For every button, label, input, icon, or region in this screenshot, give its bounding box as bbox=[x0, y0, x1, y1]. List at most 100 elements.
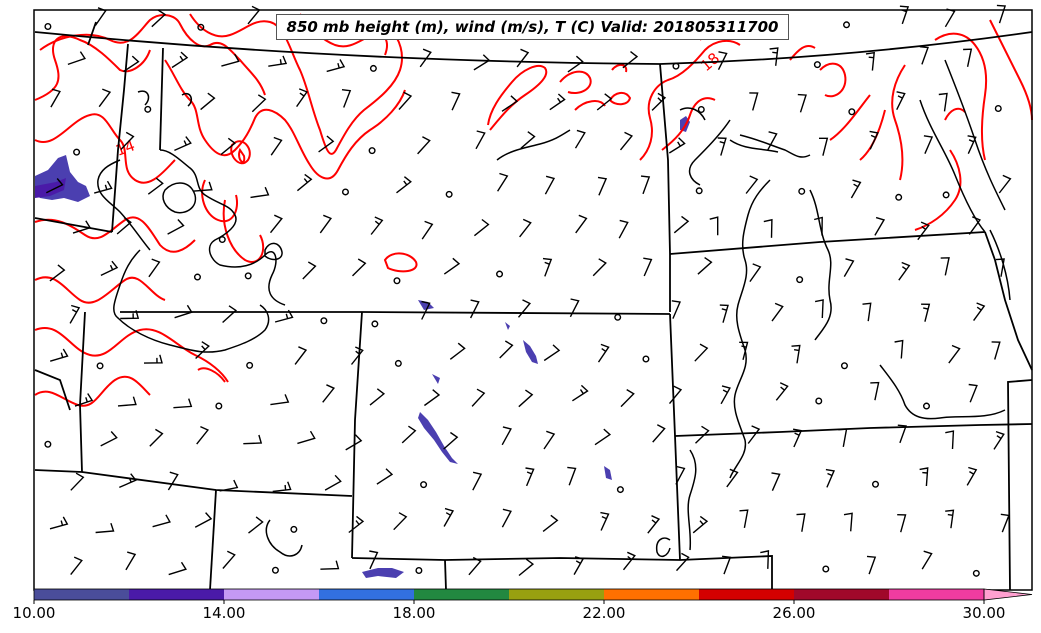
calm-wind-circle bbox=[871, 480, 879, 488]
wind-barb bbox=[543, 430, 556, 450]
wind-barb bbox=[940, 257, 950, 276]
wind-barb bbox=[814, 216, 823, 236]
wind-barb bbox=[501, 95, 519, 112]
colorbar-segment bbox=[319, 589, 414, 600]
wind-barb bbox=[791, 344, 801, 364]
wind-barb bbox=[222, 550, 236, 569]
wind-barb bbox=[797, 93, 807, 113]
wind-barb bbox=[567, 466, 577, 486]
calm-wind-circle bbox=[197, 23, 205, 31]
calm-wind-circle bbox=[445, 190, 453, 198]
colorbar-segment bbox=[224, 589, 319, 600]
wind-barb bbox=[341, 89, 352, 108]
wind-barb bbox=[865, 51, 875, 71]
wind-barb bbox=[269, 214, 283, 234]
wind-barb bbox=[167, 219, 185, 235]
state-boundaries bbox=[34, 21, 1033, 591]
wind-barb bbox=[722, 555, 732, 575]
calm-wind-circle bbox=[972, 569, 980, 577]
wind-barb bbox=[894, 339, 904, 359]
wind-barb bbox=[272, 481, 292, 493]
colorbar-segment bbox=[34, 589, 129, 600]
wind-barb bbox=[49, 264, 66, 282]
wind-barb bbox=[322, 384, 336, 403]
calm-wind-circle bbox=[215, 402, 223, 410]
wind-barb bbox=[220, 137, 237, 156]
calm-wind-circle bbox=[341, 188, 349, 196]
calm-wind-circle bbox=[44, 22, 52, 30]
wind-barb bbox=[968, 216, 981, 235]
wind-barb bbox=[966, 466, 978, 486]
wind-barb bbox=[692, 515, 709, 534]
wind-barb bbox=[116, 216, 132, 235]
wind-barb bbox=[720, 385, 731, 405]
wind-barb bbox=[542, 257, 553, 277]
wind-barb bbox=[518, 558, 535, 577]
colorbar bbox=[33, 588, 1033, 604]
wind-barb bbox=[819, 137, 829, 156]
wind-barb bbox=[417, 136, 431, 155]
wind-barb bbox=[622, 51, 639, 69]
wind-barb bbox=[897, 424, 907, 444]
wind-barb bbox=[421, 300, 431, 320]
wind-barb bbox=[618, 219, 629, 239]
wind-barb bbox=[668, 385, 683, 405]
wind-barb bbox=[302, 261, 317, 280]
wind-barb bbox=[796, 513, 806, 532]
calm-wind-circle bbox=[813, 61, 821, 69]
wind-barb bbox=[294, 346, 308, 365]
calm-wind-circle bbox=[796, 276, 804, 284]
wind-barb bbox=[544, 175, 556, 195]
wind-barb bbox=[897, 514, 907, 533]
wind-barb bbox=[352, 258, 367, 277]
calm-wind-circle bbox=[368, 147, 376, 155]
wind-barb bbox=[726, 468, 739, 488]
wind-barb bbox=[694, 343, 709, 362]
wind-barb bbox=[318, 135, 335, 153]
wind-barb bbox=[501, 426, 512, 446]
wind-barb bbox=[147, 177, 164, 195]
wind-barb bbox=[996, 4, 1007, 24]
wind-barb bbox=[94, 180, 113, 194]
wind-barb bbox=[769, 47, 779, 66]
wind-barb bbox=[760, 550, 770, 569]
wind-barb bbox=[745, 175, 759, 194]
wind-barb bbox=[222, 305, 238, 324]
calm-wind-circle bbox=[415, 567, 423, 575]
wind-barb bbox=[991, 341, 1001, 360]
wind-barb bbox=[917, 221, 930, 241]
wind-barb bbox=[270, 394, 290, 406]
calm-wind-circle bbox=[697, 106, 705, 114]
wind-barb bbox=[98, 88, 112, 108]
wind-barb bbox=[193, 181, 213, 192]
wind-barb bbox=[471, 388, 486, 407]
wind-barb bbox=[719, 304, 729, 323]
wind-barb bbox=[594, 428, 612, 446]
wind-barb bbox=[675, 552, 690, 572]
wind-barb bbox=[597, 176, 608, 196]
wind-barb bbox=[143, 354, 163, 364]
wind-barb bbox=[993, 430, 1005, 450]
wind-barb bbox=[151, 9, 167, 28]
wind-barb bbox=[296, 173, 313, 192]
wind-barb bbox=[592, 258, 607, 277]
wind-barb bbox=[597, 343, 610, 363]
wind-barb bbox=[717, 51, 728, 71]
wind-barb bbox=[923, 135, 934, 154]
wind-barb bbox=[350, 346, 364, 365]
wind-barb bbox=[117, 396, 137, 407]
calm-wind-circle bbox=[290, 525, 298, 533]
wind-barb bbox=[640, 175, 651, 195]
calm-wind-circle bbox=[420, 481, 428, 489]
wind-barb bbox=[771, 472, 781, 491]
calm-wind-circle bbox=[616, 486, 624, 494]
wind-barb bbox=[393, 512, 408, 531]
wind-barb bbox=[251, 94, 267, 113]
colorbar-label: 14.00 bbox=[202, 604, 246, 622]
calm-wind-circle bbox=[798, 187, 806, 195]
calm-wind-circle bbox=[672, 62, 680, 70]
wind-barb bbox=[45, 178, 64, 194]
calm-wind-circle bbox=[843, 21, 851, 29]
wind-barb bbox=[326, 59, 346, 73]
wind-barb bbox=[652, 424, 666, 443]
